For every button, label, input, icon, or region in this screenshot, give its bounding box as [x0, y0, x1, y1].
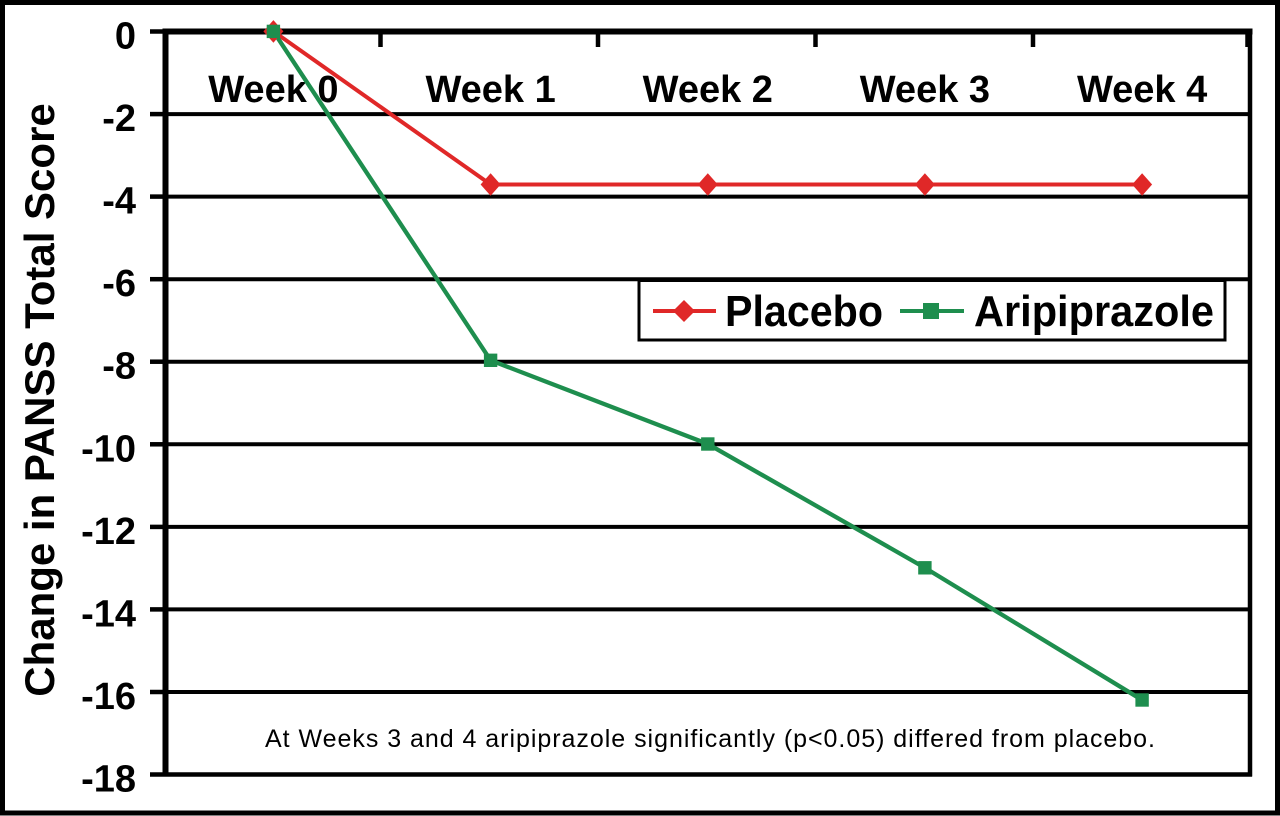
svg-text:At Weeks 3 and 4 aripiprazole: At Weeks 3 and 4 aripiprazole significan… [265, 725, 1155, 753]
svg-text:-18: -18 [81, 759, 136, 801]
svg-text:-8: -8 [102, 346, 136, 388]
svg-text:Week 0: Week 0 [208, 69, 338, 111]
svg-text:-4: -4 [102, 181, 136, 223]
svg-text:Week 4: Week 4 [1077, 69, 1207, 111]
svg-text:-10: -10 [81, 428, 136, 470]
svg-text:Aripiprazole: Aripiprazole [974, 287, 1214, 336]
svg-text:Change in PANSS Total Score: Change in PANSS Total Score [16, 103, 63, 697]
svg-text:-2: -2 [102, 98, 136, 140]
svg-text:-14: -14 [81, 593, 136, 635]
svg-text:-6: -6 [102, 263, 136, 305]
svg-text:-16: -16 [81, 676, 136, 718]
svg-text:Week 3: Week 3 [860, 69, 990, 111]
svg-text:Week 1: Week 1 [425, 69, 555, 111]
svg-text:0: 0 [115, 16, 136, 58]
svg-text:-12: -12 [81, 511, 136, 553]
svg-text:Placebo: Placebo [725, 287, 883, 336]
svg-text:Week 2: Week 2 [643, 69, 773, 111]
